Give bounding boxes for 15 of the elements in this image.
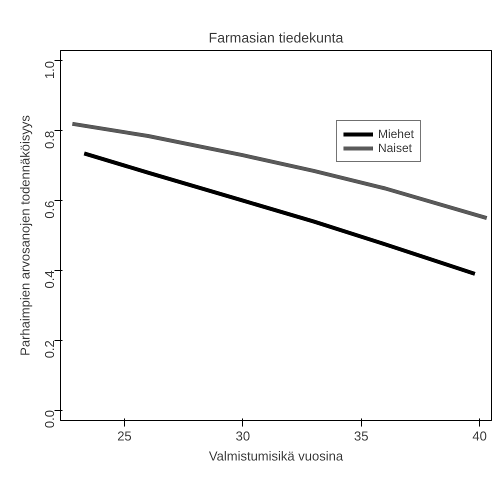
x-axis-title: Valmistumisikä vuosina bbox=[208, 448, 344, 464]
x-tick-label: 35 bbox=[354, 428, 368, 444]
y-tick-label: 0.4 bbox=[42, 270, 57, 288]
legend-label: Miehet bbox=[378, 127, 414, 141]
y-tick-label: 1.0 bbox=[42, 60, 57, 80]
y-axis-title: Parhaimpien arvosanojen todennäköisyys bbox=[18, 114, 32, 356]
y-tick-label: 0.6 bbox=[42, 200, 57, 219]
x-tick-label: 25 bbox=[117, 428, 132, 444]
chart-title: Farmasian tiedekunta bbox=[208, 30, 344, 46]
y-tick-label: 0.8 bbox=[42, 130, 57, 149]
x-tick-label: 30 bbox=[236, 428, 250, 444]
y-tick-label: 0.0 bbox=[42, 410, 57, 428]
x-tick-label: 40 bbox=[472, 428, 487, 444]
y-tick-label: 0.2 bbox=[42, 340, 57, 358]
legend-label: Naiset bbox=[378, 141, 412, 155]
